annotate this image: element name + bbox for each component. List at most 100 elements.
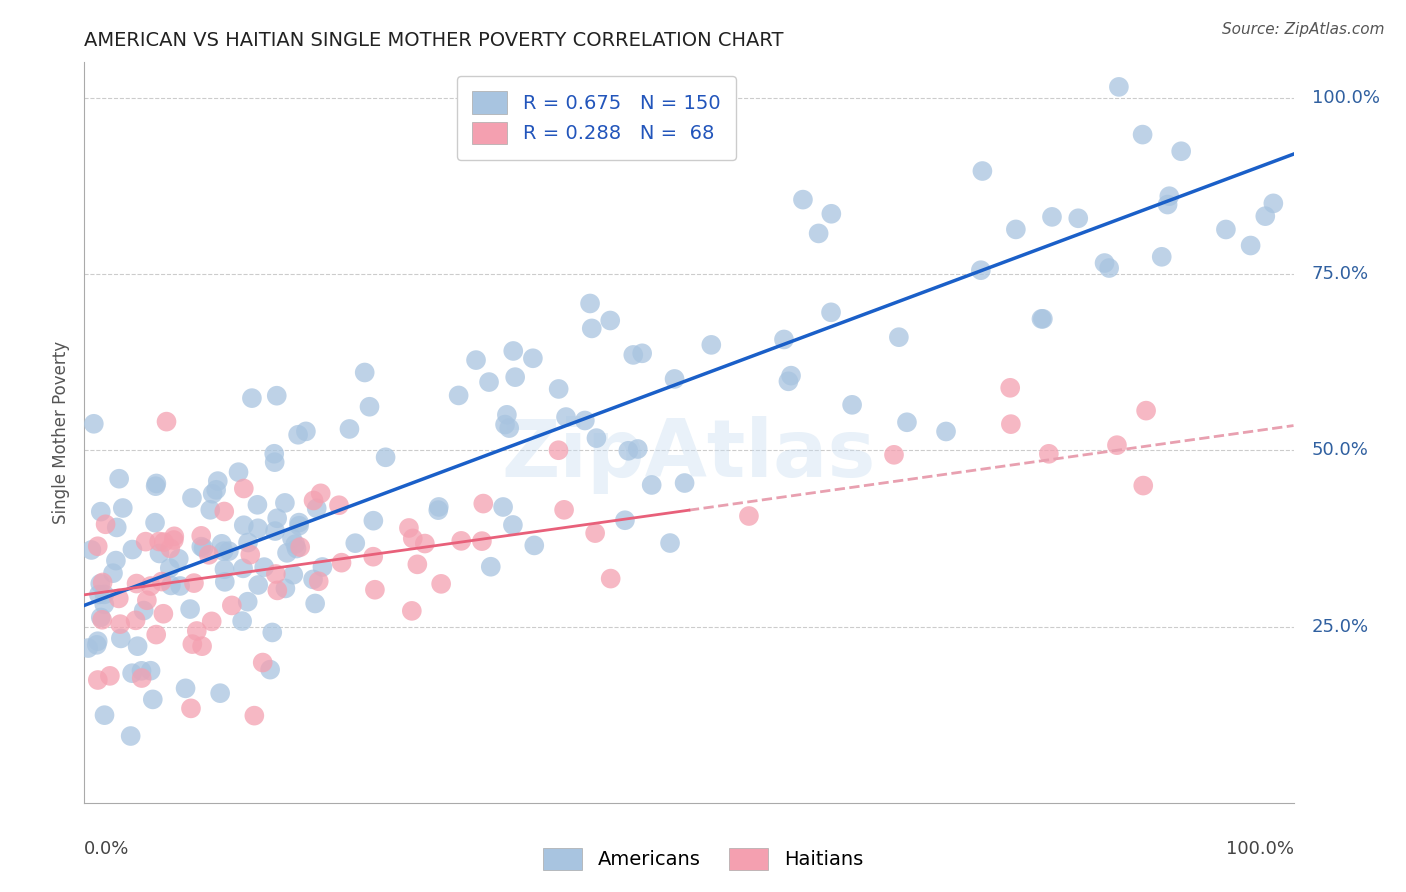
Point (585, 431, 607, 445)
Point (246, 498, 269, 512)
Point (131, 671, 153, 685)
Point (145, 627, 167, 641)
Point (110, 632, 132, 646)
Point (105, 520, 128, 534)
Point (553, 503, 575, 517)
Legend: R = 0.675   N = 150, R = 0.288   N =  68: R = 0.675 N = 150, R = 0.288 N = 68 (457, 76, 737, 160)
Point (198, 548, 221, 562)
Point (998, 381, 1021, 395)
Point (361, 549, 384, 564)
Point (450, 533, 472, 548)
Point (111, 501, 134, 516)
Point (87, 539, 110, 553)
Point (163, 533, 186, 547)
Point (1108, 79, 1130, 94)
Point (353, 366, 375, 380)
Point (621, 348, 644, 362)
Point (201, 615, 224, 629)
Point (135, 534, 157, 549)
Point (262, 625, 284, 640)
Point (214, 562, 236, 576)
Point (1000, 417, 1022, 431)
Point (1038, 447, 1060, 461)
Point (207, 474, 229, 488)
Point (613, 513, 636, 527)
Point (218, 544, 240, 558)
Point (1105, 438, 1128, 452)
Point (93, 708, 115, 723)
Point (163, 529, 186, 543)
Point (478, 375, 501, 389)
Point (232, 518, 254, 533)
Point (328, 498, 350, 512)
Point (363, 514, 385, 528)
Point (212, 544, 235, 558)
Point (274, 496, 297, 510)
Point (599, 313, 621, 327)
Point (841, 398, 863, 412)
Point (83, 417, 105, 431)
Point (87, 673, 110, 687)
Point (413, 536, 436, 550)
Text: 50.0%: 50.0% (1312, 442, 1368, 459)
Point (243, 708, 266, 723)
Point (236, 595, 259, 609)
Point (547, 382, 569, 396)
Point (127, 639, 149, 653)
Point (581, 321, 603, 335)
Point (304, 597, 326, 611)
Point (205, 483, 228, 497)
Point (498, 421, 520, 435)
Point (1135, 403, 1157, 417)
Point (80, 543, 103, 558)
Point (359, 400, 381, 414)
Point (617, 443, 640, 458)
Point (143, 516, 166, 530)
Point (1239, 238, 1261, 252)
Point (295, 425, 318, 439)
Point (330, 556, 353, 570)
Point (792, 193, 814, 207)
Point (896, 415, 918, 429)
Point (87, 634, 110, 648)
Point (523, 538, 546, 552)
Point (150, 574, 173, 589)
Point (664, 372, 686, 386)
Point (309, 486, 332, 500)
Point (773, 333, 796, 347)
Point (780, 368, 803, 383)
Point (522, 351, 544, 366)
Point (344, 536, 367, 550)
Point (186, 624, 208, 638)
Point (547, 443, 569, 458)
Point (90, 610, 112, 624)
Point (1159, 189, 1181, 203)
Point (91, 575, 114, 590)
Point (159, 541, 181, 556)
Text: 25.0%: 25.0% (1312, 617, 1369, 635)
Point (288, 516, 311, 530)
Point (972, 164, 994, 178)
Point (1170, 145, 1192, 159)
Point (447, 388, 470, 402)
Point (579, 296, 602, 310)
Point (807, 227, 830, 241)
Point (232, 561, 254, 575)
Legend: Americans, Haitians: Americans, Haitians (536, 839, 870, 878)
Text: 75.0%: 75.0% (1312, 265, 1369, 283)
Point (465, 353, 488, 368)
Point (1215, 222, 1237, 236)
Point (402, 532, 425, 546)
Point (89, 576, 111, 591)
Point (201, 487, 224, 501)
Point (181, 491, 204, 505)
Point (311, 560, 333, 574)
Point (180, 701, 202, 715)
Point (406, 558, 429, 572)
Point (263, 447, 285, 461)
Point (290, 540, 312, 554)
Point (1005, 222, 1028, 236)
Point (209, 686, 232, 700)
Point (232, 482, 254, 496)
Point (179, 602, 201, 616)
